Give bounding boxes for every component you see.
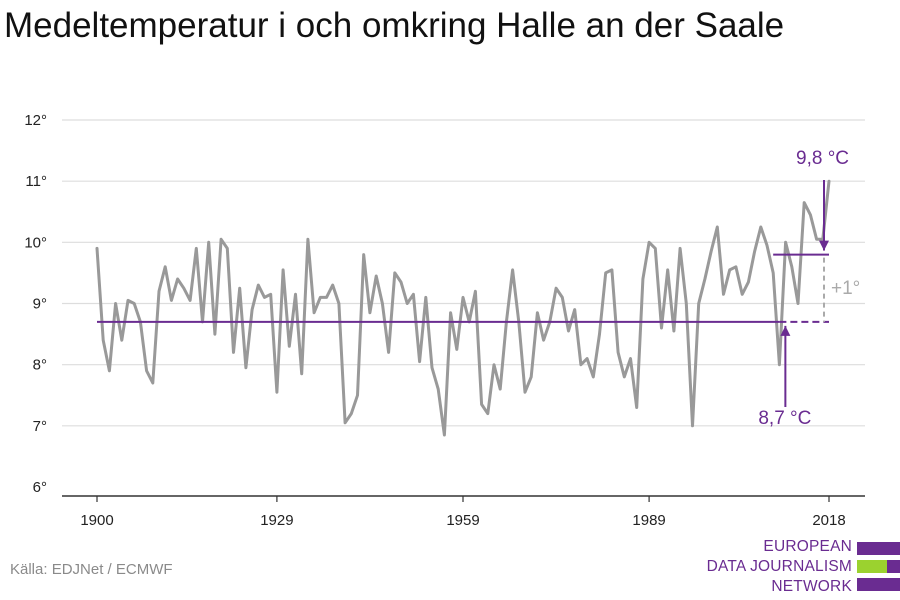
- logo-bar-accent: [857, 560, 887, 573]
- y-tick-label: 8°: [33, 357, 47, 374]
- baseline-arrow-head: [780, 325, 791, 336]
- y-tick-label: 9°: [33, 296, 47, 313]
- chart-title: Medeltemperatur i och omkring Halle an d…: [4, 6, 785, 45]
- logo-bar-top: [857, 542, 900, 555]
- y-tick-label: 12°: [24, 112, 47, 129]
- reference-lines: [97, 253, 829, 323]
- gridlines: [62, 119, 865, 427]
- y-tick-label: 6°: [33, 479, 47, 496]
- x-axis: 1900 1929 1959 1989 2018: [62, 495, 865, 529]
- y-axis: 6° 7° 8° 9° 10° 11° 12°: [24, 112, 47, 496]
- x-tick-label: 1989: [632, 512, 665, 529]
- y-tick-label: 7°: [33, 418, 47, 435]
- x-tick-label: 1959: [446, 512, 479, 529]
- baseline-label: 8,7 °C: [758, 408, 811, 429]
- y-tick-label: 11°: [25, 173, 47, 190]
- logo-line-2: DATA JOURNALISM: [706, 558, 852, 575]
- x-tick-label: 1900: [80, 512, 113, 529]
- x-tick-label: 1929: [260, 512, 293, 529]
- y-tick-label: 10°: [24, 234, 47, 251]
- logo-text: EUROPEAN DATA JOURNALISM NETWORK: [707, 537, 852, 597]
- edjnet-logo: EUROPEAN DATA JOURNALISM NETWORK: [705, 537, 900, 597]
- recent-label: 9,8 °C: [796, 148, 849, 169]
- annotations: 8,7 °C 9,8 °C +1°: [758, 148, 860, 429]
- logo-line-3: NETWORK: [771, 578, 852, 595]
- source-note: Källa: EDJNet / ECMWF: [10, 561, 173, 578]
- recent-arrow-head: [819, 240, 829, 251]
- series-group: [95, 179, 831, 437]
- logo-bar-bottom: [857, 578, 900, 591]
- logo-line-1: EUROPEAN: [763, 538, 852, 555]
- difference-label: +1°: [831, 278, 860, 299]
- x-tick-label: 2018: [812, 512, 845, 529]
- series-line-0: [95, 179, 831, 437]
